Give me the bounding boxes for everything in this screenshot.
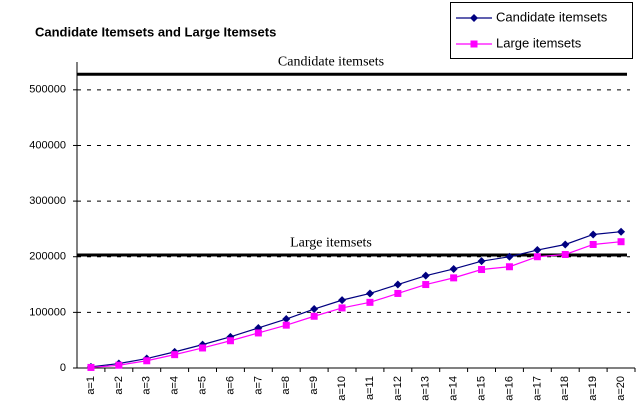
x-tick-label: a=20	[615, 376, 627, 401]
data-point	[254, 329, 262, 337]
data-point	[561, 251, 569, 259]
x-tick-label: a=16	[503, 376, 515, 401]
data-point	[115, 361, 123, 369]
x-tick-label: a=19	[587, 376, 599, 401]
x-tick-label: a=15	[475, 376, 487, 401]
x-tick-label: a=4	[169, 376, 181, 395]
legend-label: Large itemsets	[496, 35, 582, 50]
x-tick-label: a=10	[336, 376, 348, 401]
legend: Candidate itemsets Large itemsets	[450, 2, 633, 59]
data-point	[338, 296, 347, 305]
data-point	[199, 344, 207, 352]
data-point	[310, 305, 319, 314]
x-tick-label: a=18	[559, 376, 571, 401]
series-line	[90, 231, 622, 368]
data-point	[505, 252, 514, 261]
x-tick-label: a=2	[113, 376, 125, 395]
x-tick-label: a=12	[392, 376, 404, 401]
x-tick-label: a=13	[420, 376, 432, 401]
y-tick-label: 0	[60, 362, 66, 374]
x-tick-label: a=1	[85, 376, 97, 395]
y-tick-label: 100000	[29, 306, 66, 318]
data-point	[617, 227, 626, 236]
data-point	[310, 312, 318, 320]
x-tick-label: a=7	[252, 376, 264, 395]
data-point	[422, 281, 430, 289]
chart-title: Candidate Itemsets and Large Itemsets	[35, 24, 276, 39]
data-point	[477, 257, 486, 266]
data-point	[143, 357, 151, 365]
data-point	[365, 289, 374, 298]
y-tick-label: 500000	[29, 84, 66, 96]
x-tick-label: a=5	[196, 376, 208, 395]
data-point	[282, 321, 290, 329]
data-point	[533, 246, 542, 255]
y-tick-label: 200000	[29, 251, 66, 263]
x-tick-label: a=14	[448, 376, 460, 401]
data-point	[617, 238, 625, 246]
data-point	[421, 271, 430, 280]
data-point	[450, 274, 458, 282]
y-tick-label: 300000	[29, 195, 66, 207]
data-point	[478, 266, 486, 274]
data-point	[87, 363, 95, 371]
data-point	[338, 304, 346, 312]
legend-box	[450, 2, 633, 59]
data-point	[393, 280, 402, 289]
x-tick-label: a=17	[531, 376, 543, 401]
legend-label: Candidate itemsets	[496, 9, 608, 24]
x-tick-label: a=11	[364, 376, 376, 400]
data-point	[171, 351, 179, 359]
data-point	[533, 253, 541, 261]
x-tick-label: a=8	[280, 376, 292, 395]
reference-label: Candidate itemsets	[278, 54, 384, 69]
data-point	[449, 264, 458, 273]
data-point	[589, 230, 598, 239]
series-line	[90, 241, 622, 369]
y-tick-label: 400000	[29, 139, 66, 151]
data-point	[505, 263, 513, 271]
x-tick-label: a=3	[141, 376, 153, 395]
data-point	[394, 289, 402, 297]
data-point	[366, 298, 374, 306]
reference-label: Large itemsets	[290, 235, 372, 250]
data-point	[226, 337, 234, 345]
legend-marker	[470, 40, 478, 48]
legend-marker	[470, 14, 478, 22]
data-point	[589, 240, 597, 248]
x-tick-label: a=6	[224, 376, 236, 395]
data-point	[561, 240, 570, 249]
x-tick-label: a=9	[308, 376, 320, 395]
data-point	[282, 315, 291, 324]
